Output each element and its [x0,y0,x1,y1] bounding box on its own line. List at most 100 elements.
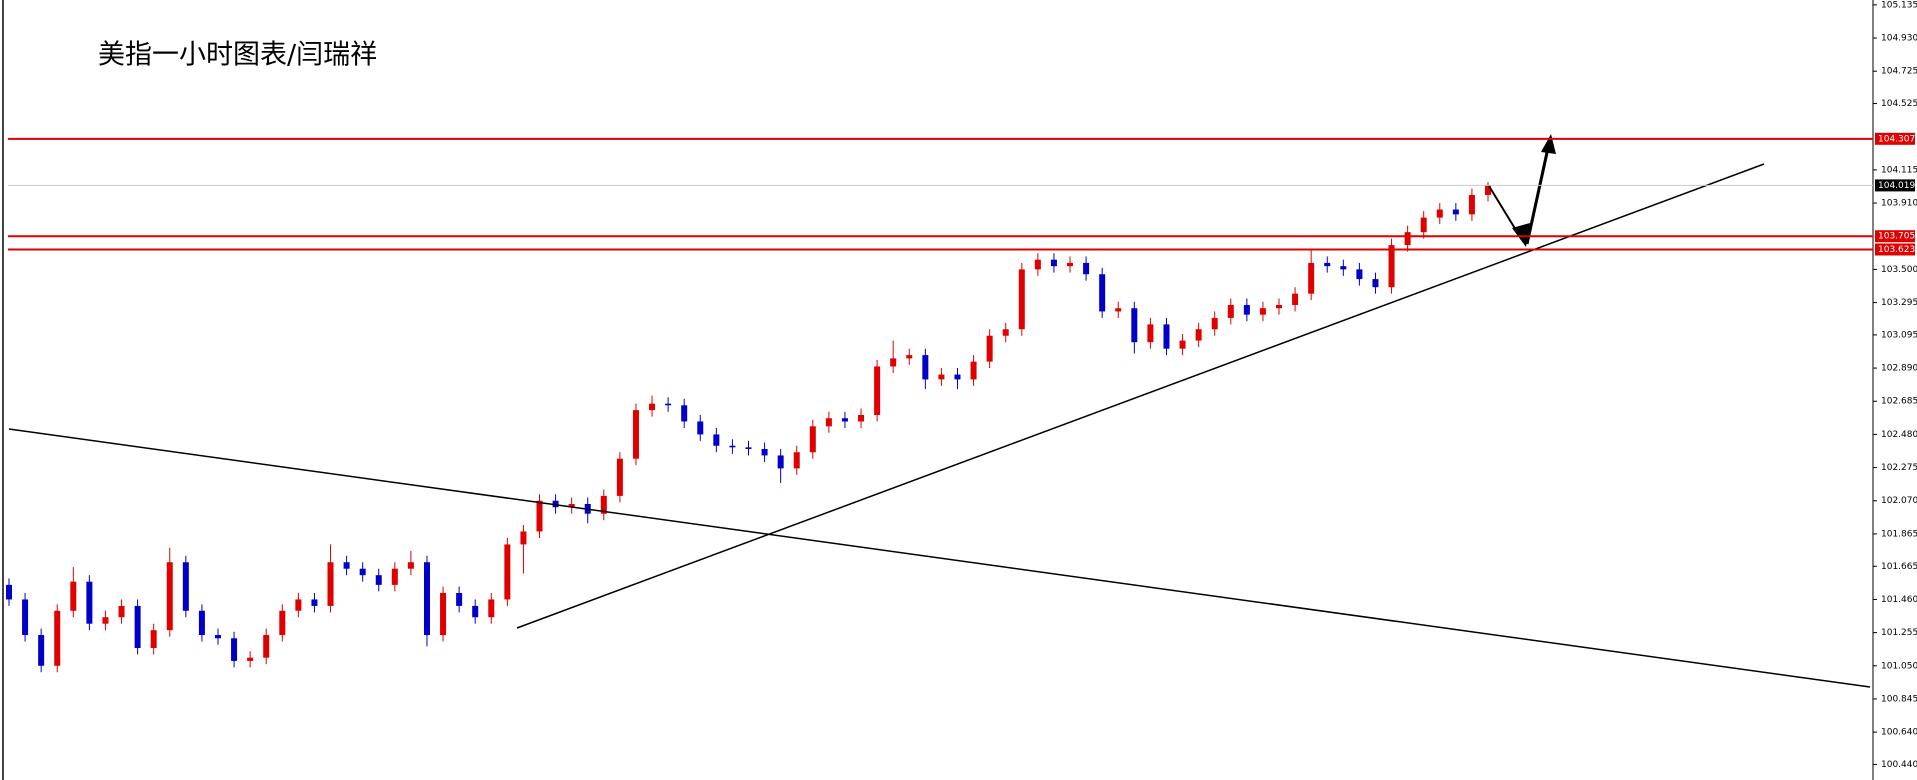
candle-body [1115,308,1122,312]
candle-body [906,355,913,359]
arrow-head [1512,223,1530,247]
candle-body [343,562,350,569]
candle-body [311,599,318,606]
candle-body [198,610,205,636]
y-tick-label: 103.910 [1881,199,1917,209]
candle-body [423,562,430,636]
candle-body [1468,194,1475,215]
candle-body [1356,269,1363,280]
candle-body [1308,262,1315,294]
candle-body [713,434,720,446]
candle-body [1436,209,1443,218]
candle-body [22,599,29,636]
y-tick-label: 101.460 [1881,595,1917,605]
candle-body [616,458,623,496]
candle-body [649,403,656,411]
candle-body [1050,259,1057,267]
candle-body [536,500,543,532]
candle-body [150,630,157,648]
candle-body [1259,308,1266,315]
candle-body [1131,308,1138,343]
candle-body [745,447,752,449]
candle-body [1083,262,1090,275]
candle-body [890,358,897,367]
candle-body [263,635,270,658]
y-tick-label: 104.725 [1881,67,1917,77]
candle-body [456,592,463,606]
candle-body [1276,304,1283,309]
candle-body [729,445,736,448]
candle-body [697,421,704,435]
candle-body [970,361,977,380]
candle-body [552,500,559,508]
candle-body [600,495,607,514]
price-level-label: 104.307 [1878,134,1915,144]
candle-body [1034,259,1041,270]
candle-body [1452,209,1459,215]
y-tick-label: 100.845 [1881,694,1917,704]
candle-body [54,610,61,666]
candle-body [761,448,768,456]
price-level-tag [1875,243,1915,256]
candle-body [1179,340,1186,349]
y-tick-label: 105.135 [1881,0,1917,10]
candle-body [102,617,109,624]
y-tick-label: 101.865 [1881,529,1917,539]
price-level-label: 103.623 [1878,245,1915,255]
candle-body [70,581,77,611]
price-level-tag [1875,132,1915,145]
candle-body [38,635,45,666]
candle-body [1002,329,1009,336]
candle-body [391,568,398,585]
candle-body [1404,232,1411,246]
candle-body [777,455,784,469]
candle-body [1292,293,1299,305]
y-tick-label: 103.500 [1881,265,1917,275]
candle-body [166,562,173,631]
plot [6,182,1491,673]
candle-body [1018,269,1025,330]
candle-body [86,581,93,624]
y-tick-label: 102.070 [1881,496,1917,506]
y-tick-label: 101.050 [1881,661,1917,671]
y-tick-label: 101.255 [1881,628,1917,638]
candle-body [858,414,865,422]
candle-body [1195,329,1202,341]
candle-body [472,605,479,618]
candle-body [938,374,945,380]
candle-body [1211,317,1218,330]
y-tick-label: 103.295 [1881,298,1917,308]
candle-body [1099,274,1106,312]
candle-body [1388,245,1395,288]
candle-body [1420,217,1427,233]
y-tick-label: 102.480 [1881,430,1917,440]
trendline [516,163,1765,629]
candle-body [809,426,816,453]
candle-body [922,355,929,380]
y-tick-label: 104.930 [1881,34,1917,44]
y-tick-label: 100.440 [1881,760,1917,770]
candle-body [247,657,254,661]
candle-body [841,418,848,422]
y-tick-label: 102.890 [1881,364,1917,374]
candle-body [1340,266,1347,270]
candle-body [359,568,366,576]
candle-body [954,374,961,380]
candle-body [440,592,447,636]
candle-body [568,503,575,508]
price-level-tag [1875,179,1915,192]
chart-title: 美指一小时图表/闫瑞祥 [98,40,377,71]
candle-body [665,403,672,406]
candle-body [681,405,688,422]
y-tick-label: 104.115 [1881,165,1917,175]
candle-body [295,599,302,611]
candle-body [1147,324,1154,343]
candle-body [632,410,639,459]
candle-body [1243,304,1250,315]
candle-body [214,635,221,639]
y-tick-label: 102.275 [1881,463,1917,473]
candle-body [134,605,141,648]
candle-body [279,610,286,636]
